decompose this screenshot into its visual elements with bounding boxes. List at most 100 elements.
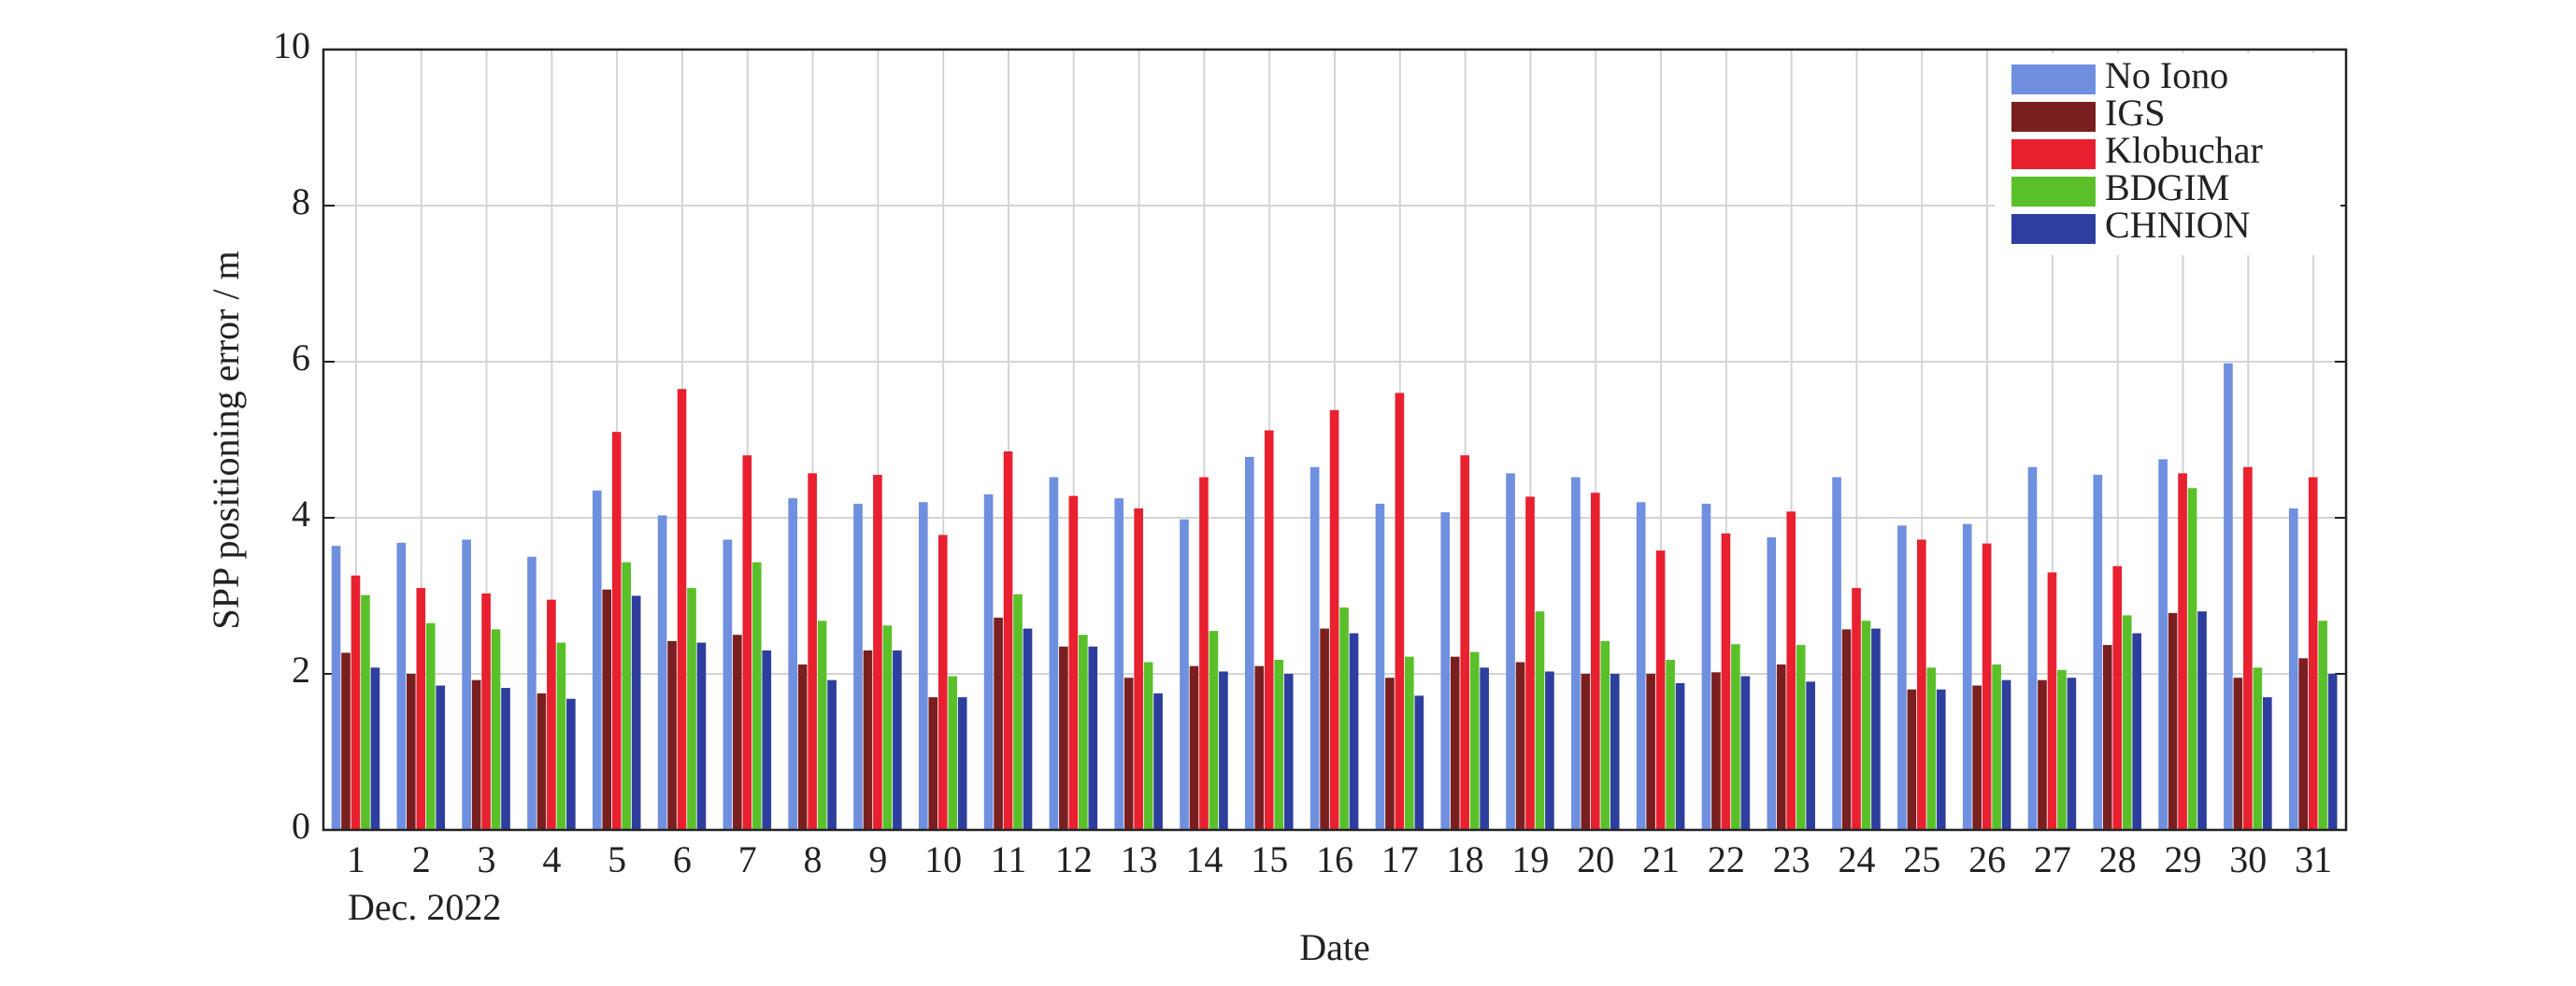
bar [1655,550,1666,830]
bar [481,593,491,830]
bar [2038,679,2047,830]
bar [2112,565,2123,830]
x-tick-label: 16 [1316,838,1353,880]
x-tick-label: 23 [1773,838,1810,880]
bar [1636,502,1646,830]
x-tick-label: 8 [804,838,823,880]
bar [2047,572,2057,830]
bar [762,650,772,830]
bar [751,562,762,830]
y-tick-label: 10 [273,24,310,66]
bar [1199,477,1209,830]
bar [1610,674,1620,830]
bar [2327,674,2338,830]
bar [1013,593,1023,830]
bar [983,493,994,830]
bar [547,599,556,830]
bar [1666,659,1675,830]
bar [592,490,602,830]
bar [2178,473,2187,830]
bar [1143,662,1153,830]
bar [331,546,341,830]
bar [1545,671,1554,830]
bar [1059,646,1068,830]
bar [827,679,837,830]
bar [501,688,510,830]
bar [1123,678,1134,830]
y-tick-label: 0 [292,805,310,847]
x-tick-label: 10 [924,838,962,880]
bar [1414,695,1424,830]
bar [2253,667,2263,830]
bar [2168,612,2178,830]
bar [1861,621,1871,830]
bar [1506,473,1515,830]
bar [1339,607,1349,830]
bar [657,515,667,830]
bar [1180,519,1189,830]
x-tick-label: 19 [1511,838,1549,880]
bar [1189,665,1199,830]
bar [1711,672,1721,830]
bar [817,621,827,830]
plot-frame [322,48,2348,832]
bar [1675,683,1685,830]
bar [1767,536,1777,830]
bar [733,635,742,830]
bar [1134,507,1143,830]
bar [1283,674,1294,830]
bar [1600,640,1610,830]
bar [2027,466,2038,830]
bar [1088,646,1098,830]
bar [2122,615,2132,830]
bar [853,503,863,830]
bar [1329,409,1339,830]
bar [407,674,416,830]
legend-swatch [2011,64,2096,94]
x-tick-label: 31 [2295,838,2332,880]
bar [1219,671,1228,830]
bar [1209,631,1219,830]
bar [2318,621,2327,830]
bar [1721,533,1731,830]
legend-label: Klobuchar [2105,129,2263,171]
bar [425,622,436,830]
bar [1832,477,1841,830]
date-annotation: Dec. 2022 [348,886,501,928]
bar [1926,667,1937,830]
bar [602,589,612,830]
bar [1936,689,1946,830]
legend-label: IGS [2105,92,2165,134]
bar [1114,498,1124,830]
bar [882,625,893,830]
bar [462,539,471,830]
bar [1897,525,1907,830]
y-tick-label: 8 [292,180,310,222]
x-tick-label: 20 [1577,838,1614,880]
bar [2197,611,2207,830]
x-axis-label: Date [1299,926,1370,968]
x-tick-label: 26 [1968,838,2006,880]
bar [1525,496,1535,830]
bar [1786,511,1796,830]
bar [2187,488,2197,830]
bar [2298,658,2309,830]
bar [1806,681,1815,830]
bar [1375,503,1385,830]
bar [1274,659,1284,830]
x-tick-label: 14 [1185,838,1223,880]
legend-label: BDGIM [2105,166,2229,208]
legend-swatch [2011,102,2096,132]
x-tick-label: 12 [1055,838,1093,880]
legend-label: CHNION [2105,204,2251,246]
x-tick-label: 3 [478,838,496,880]
bar [808,473,817,830]
bar [918,502,928,830]
x-tick-label: 17 [1381,838,1419,880]
x-tick-label: 21 [1642,838,1680,880]
bar [491,629,501,830]
legend-label: No Iono [2105,54,2228,96]
bar [893,650,902,830]
bar [1405,656,1414,830]
legend-swatch [2011,177,2096,207]
